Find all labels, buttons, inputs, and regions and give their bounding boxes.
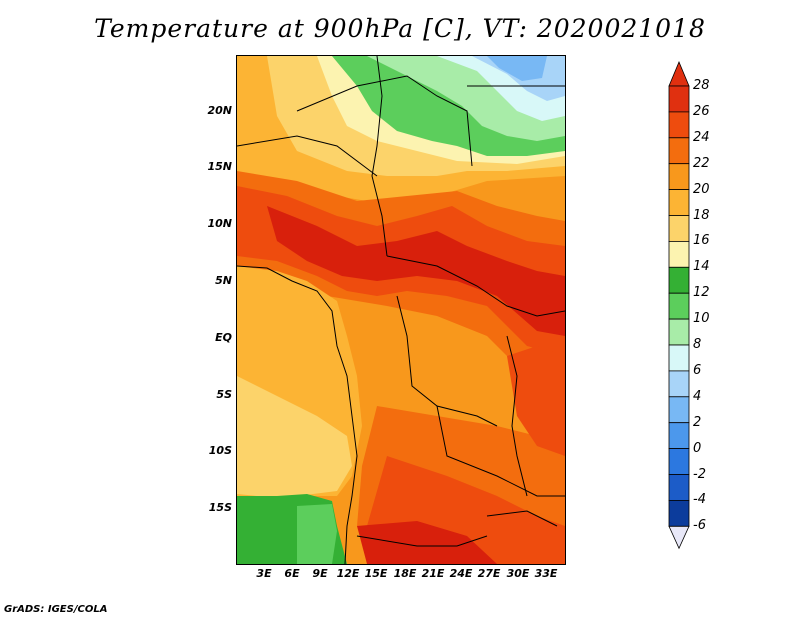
colorbar-segment [668,474,690,501]
colorbar-segment [668,499,690,527]
colorbar-label: -2 [693,466,706,482]
colorbar-segment [668,85,690,113]
coastlines-borders [237,56,565,564]
colorbar-segment [668,448,690,475]
colorbar-label: 18 [693,207,710,223]
colorbar-segment [668,163,690,190]
map-svg [237,56,565,564]
lat-tick: 10S [208,444,232,457]
colorbar-label: 0 [693,440,702,456]
colorbar-label: 8 [693,337,702,352]
lon-tick: 30E [506,567,530,580]
colorbar-top-arrow [668,60,690,87]
colorbar-label: 28 [693,78,710,93]
lon-tick: 21E [421,567,445,580]
colorbar-label: 16 [693,233,710,249]
colorbar-segment [668,318,690,346]
colorbar-segment [668,189,690,216]
lon-tick: 12E [336,567,360,580]
lon-tick: 6E [284,567,300,580]
southwest-lightgreen-patch [297,504,337,564]
lat-tick: EQ [215,331,232,344]
colorbar-segment [668,344,690,372]
temperature-map [236,55,566,565]
east-red-region [507,346,565,456]
colorbar-segment [668,422,690,450]
lon-tick: 18E [393,567,417,580]
colorbar-label: 22 [693,155,710,171]
lat-tick: 15S [208,501,232,514]
lat-tick: 5S [216,388,232,401]
lat-tick: 15N [207,160,232,173]
colorbar-label: 4 [693,388,702,404]
lat-tick: 10N [207,217,232,230]
lon-tick: 27E [477,567,501,580]
colorbar-segment [668,240,690,268]
atlantic-yellow-tongue [237,376,352,496]
lon-tick: 3E [256,567,272,580]
blue-region [487,56,547,81]
colorbar-label: 6 [693,362,702,378]
lon-tick: 15E [364,567,388,580]
colorbar-segment [668,396,690,424]
tropical-hot-core [267,206,565,336]
colorbar-label: 26 [693,103,710,119]
colorbar-label: -6 [693,518,706,534]
colorbar-segment [668,137,690,165]
south-hot-region [357,521,497,564]
colorbar-segment [668,292,690,320]
grads-credit: GrADS: IGES/COLA [4,604,108,615]
colorbar-label: 14 [693,259,710,275]
colorbar-label: 2 [693,414,702,430]
lat-tick: 20N [207,104,232,117]
lat-tick: 5N [215,274,232,287]
lon-tick: 9E [312,567,328,580]
colorbar-label: 10 [693,311,710,327]
colorbar-segment [668,215,690,242]
colorbar-segment [668,370,690,398]
colorbar-bottom-arrow [668,525,690,550]
chart-title: Temperature at 900hPa [C], VT: 202002101… [94,14,706,43]
colorbar-segment [668,266,690,294]
lon-tick: 33E [534,567,558,580]
colorbar [668,60,690,550]
colorbar-label: 20 [693,181,710,197]
colorbar-label: -4 [693,492,706,508]
colorbar-label: 12 [693,285,710,301]
lon-tick: 24E [449,567,473,580]
colorbar-label: 24 [693,129,710,145]
colorbar-segment [668,111,690,139]
